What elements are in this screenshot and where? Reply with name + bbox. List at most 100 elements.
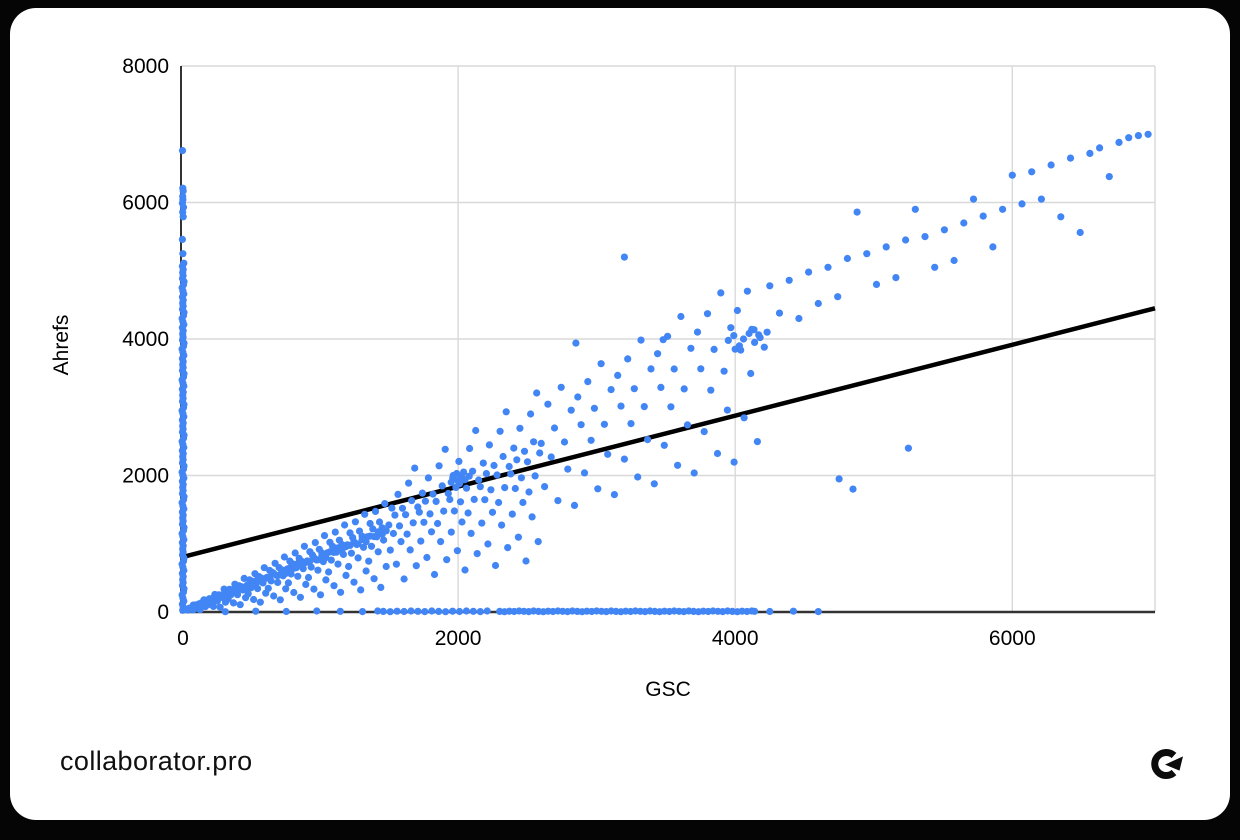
data-point — [766, 282, 774, 290]
data-point — [400, 607, 408, 616]
data-point — [282, 569, 290, 578]
data-point — [472, 426, 480, 435]
data-point — [264, 584, 272, 592]
data-point — [345, 562, 353, 571]
data-point — [700, 428, 708, 436]
data-point — [496, 427, 504, 435]
data-point — [795, 314, 803, 323]
data-point — [361, 510, 369, 518]
data-point — [374, 607, 382, 615]
data-point — [423, 553, 431, 562]
data-point — [455, 457, 463, 465]
data-point — [950, 256, 958, 265]
data-point — [432, 497, 440, 505]
data-point — [282, 607, 290, 616]
data-point — [690, 469, 698, 477]
data-point — [534, 538, 542, 546]
data-point — [530, 438, 538, 446]
data-point — [1105, 173, 1113, 181]
data-point — [336, 607, 344, 615]
data-point — [835, 475, 843, 483]
data-point — [730, 332, 738, 340]
y-tick-label: 2000 — [122, 465, 169, 488]
data-point — [209, 602, 217, 611]
data-point — [805, 268, 813, 276]
data-point — [444, 489, 452, 498]
data-point — [743, 287, 752, 295]
data-point — [1066, 154, 1075, 162]
data-point — [834, 293, 842, 301]
data-point — [479, 459, 487, 467]
data-point — [415, 508, 423, 516]
data-point — [260, 564, 268, 572]
data-point — [624, 355, 632, 363]
data-point — [544, 400, 552, 408]
data-point — [849, 485, 857, 493]
data-point — [713, 449, 722, 458]
data-point — [475, 476, 483, 484]
data-point — [547, 453, 555, 461]
data-point — [236, 601, 244, 609]
data-point — [590, 404, 599, 412]
x-tick-label: 2000 — [435, 627, 482, 650]
data-point — [450, 507, 458, 515]
data-point — [487, 486, 495, 494]
data-point — [329, 542, 337, 550]
data-point — [446, 495, 454, 504]
data-point — [989, 243, 997, 251]
data-point — [517, 474, 526, 482]
logo-c-arc — [1151, 749, 1177, 779]
data-point — [499, 452, 507, 461]
data-point — [365, 557, 373, 565]
data-point — [337, 588, 345, 596]
data-point — [482, 470, 490, 478]
data-point — [523, 458, 532, 466]
data-point — [381, 500, 389, 508]
data-point — [720, 367, 728, 375]
trendline — [180, 306, 1156, 560]
data-point — [731, 345, 739, 353]
data-point — [513, 456, 521, 464]
y-tick-label: 6000 — [122, 192, 169, 215]
data-point — [677, 312, 685, 321]
data-point — [775, 309, 784, 317]
data-point — [362, 567, 370, 575]
data-point — [398, 504, 407, 512]
data-point — [940, 226, 949, 234]
data-point — [600, 420, 609, 428]
data-point — [520, 447, 529, 455]
data-point — [320, 532, 329, 540]
data-point — [617, 402, 625, 410]
data-point — [484, 540, 492, 548]
data-point — [1144, 130, 1152, 138]
data-point — [434, 519, 442, 528]
data-point — [435, 462, 443, 470]
data-point — [430, 570, 439, 579]
data-point — [386, 546, 394, 554]
chart-card — [10, 8, 1230, 820]
data-point — [577, 421, 585, 429]
data-point — [1115, 138, 1123, 146]
data-point — [644, 436, 652, 444]
data-point — [740, 414, 748, 422]
data-point — [322, 554, 330, 562]
data-point — [481, 496, 489, 504]
data-point — [456, 498, 465, 506]
data-point — [395, 522, 404, 530]
data-point — [270, 592, 278, 600]
data-point — [533, 389, 541, 397]
data-point — [311, 539, 319, 547]
data-point — [420, 518, 428, 526]
data-point — [242, 585, 250, 593]
data-point — [362, 538, 370, 546]
data-point — [498, 521, 506, 529]
data-point — [536, 449, 544, 457]
data-point — [467, 529, 475, 538]
data-point — [359, 543, 368, 551]
data-point — [814, 299, 822, 308]
data-point — [424, 474, 432, 482]
data-point — [366, 519, 374, 528]
data-point — [723, 406, 732, 414]
data-point — [683, 421, 692, 429]
data-point — [455, 607, 464, 616]
